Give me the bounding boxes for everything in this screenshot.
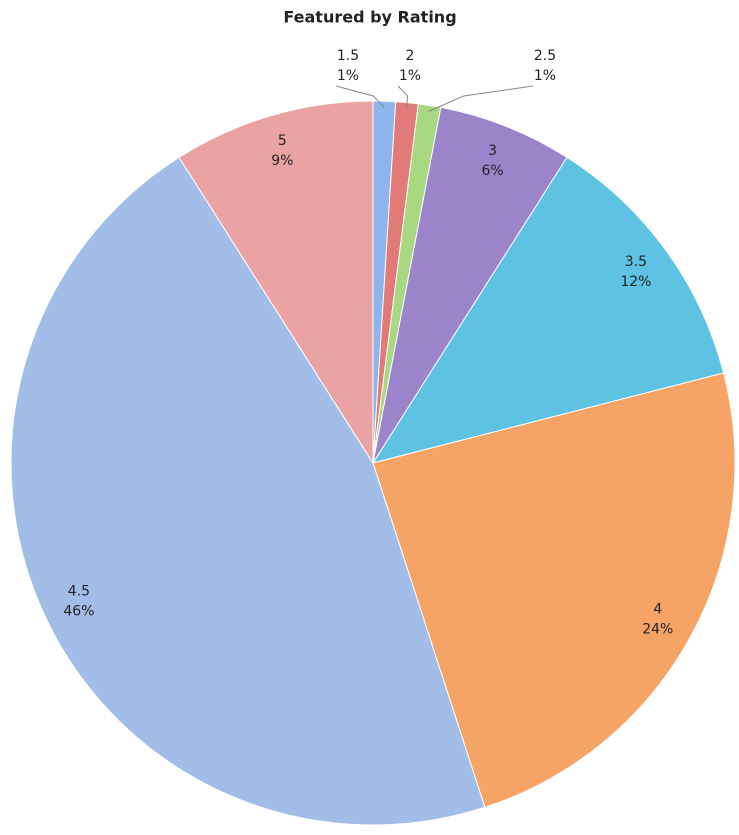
slice-percent: 6% xyxy=(482,163,504,179)
pie-slice xyxy=(372,372,736,808)
slice-percent: 24% xyxy=(642,622,673,638)
slice-category: 3 xyxy=(488,143,497,159)
slice-percent: 1% xyxy=(399,68,421,84)
slice-category: 2 xyxy=(406,48,415,64)
slice-category: 4.5 xyxy=(68,583,90,599)
slice-percent: 1% xyxy=(337,68,359,84)
pie-slice xyxy=(371,156,725,464)
leader-line xyxy=(335,85,385,108)
slice-percent: 46% xyxy=(63,603,94,619)
pie-slice xyxy=(372,106,568,464)
pie-slice xyxy=(10,156,486,826)
slice-percent: 12% xyxy=(620,274,651,290)
leader-line xyxy=(397,85,409,109)
slice-percent: 1% xyxy=(534,68,556,84)
leader-line xyxy=(428,85,534,112)
slice-category: 5 xyxy=(278,133,287,149)
slice-category: 4 xyxy=(653,602,662,618)
pie-slice xyxy=(178,100,374,465)
chart-title: Featured by Rating xyxy=(283,8,456,27)
slice-category: 2.5 xyxy=(534,48,556,64)
slice-percent: 9% xyxy=(271,153,293,169)
slice-category: 3.5 xyxy=(625,254,647,270)
slice-category: 1.5 xyxy=(337,48,359,64)
